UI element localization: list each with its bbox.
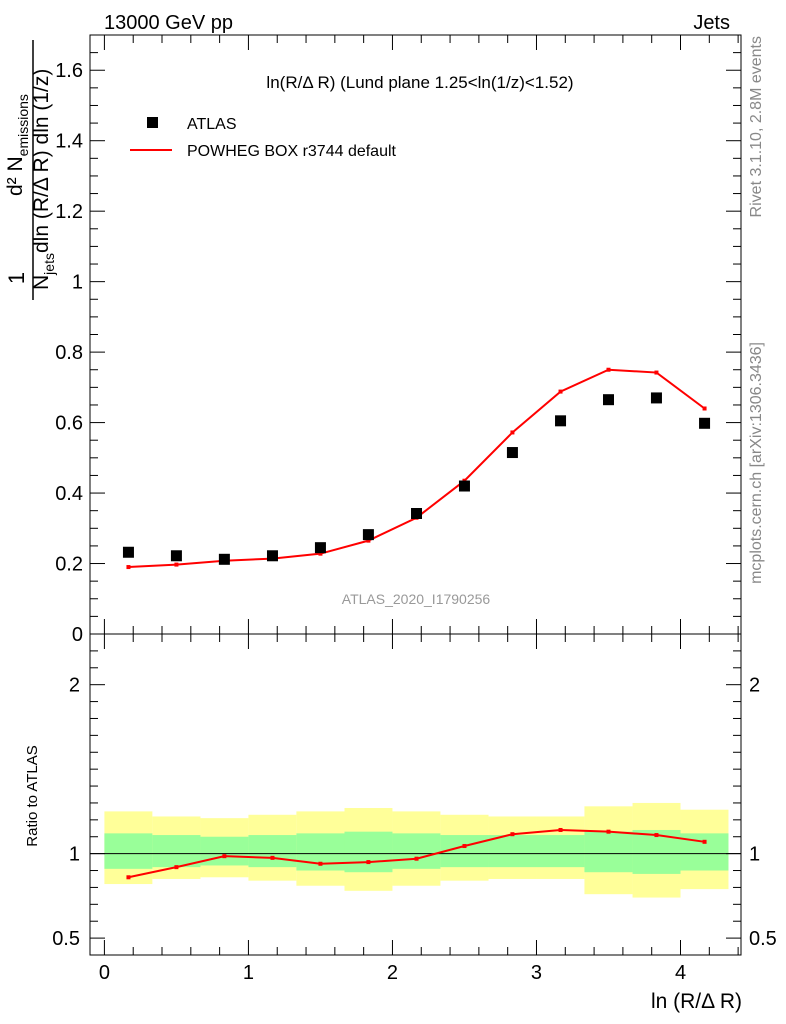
atlas-point bbox=[218, 553, 230, 565]
ratio-y-tick-label-right: 0.5 bbox=[749, 928, 777, 950]
legend-atlas-label: ATLAS bbox=[187, 116, 237, 133]
rivet-label: Rivet 3.1.10, 2.8M events bbox=[748, 36, 765, 217]
legend: ATLAS POWHEG BOX r3744 default bbox=[130, 116, 397, 160]
ratio-point bbox=[606, 829, 611, 834]
atlas-point bbox=[602, 394, 614, 406]
atlas-point bbox=[314, 542, 326, 554]
atlas-point bbox=[650, 392, 662, 404]
x-tick-label: 0 bbox=[99, 962, 110, 984]
ratio-y-tick-label-right: 2 bbox=[749, 675, 760, 697]
powheg-point bbox=[318, 551, 323, 556]
ratio-point bbox=[366, 860, 371, 865]
y-axis-title: 1 d² Nemissions Njetsdln (R/Δ R) dln (1/… bbox=[4, 40, 57, 300]
ratio-band-inner bbox=[584, 831, 633, 873]
atlas-point bbox=[266, 550, 278, 562]
ratio-point bbox=[270, 855, 275, 860]
ratio-band-inner bbox=[344, 831, 393, 873]
ratio-point bbox=[510, 832, 515, 837]
x-tick-label: 1 bbox=[243, 962, 254, 984]
atlas-point bbox=[506, 447, 518, 459]
legend-atlas-marker bbox=[147, 117, 158, 128]
atlas-point bbox=[122, 546, 134, 558]
ratio-point bbox=[462, 844, 467, 849]
main-y-tick-label: 1.4 bbox=[55, 131, 83, 153]
header-left: 13000 GeV pp bbox=[104, 12, 233, 34]
x-tick-label: 2 bbox=[387, 962, 398, 984]
powheg-point bbox=[174, 562, 179, 567]
ratio-y-tick-label-left: 0.5 bbox=[52, 928, 80, 950]
ratio-point bbox=[702, 839, 707, 844]
ratio-y-tick-label-left: 1 bbox=[69, 844, 80, 866]
ratio-point bbox=[222, 854, 227, 859]
atlas-point bbox=[170, 550, 182, 562]
ratio-chart-marks bbox=[90, 802, 741, 898]
chart-title: ln(R/Δ R) (Lund plane 1.25<ln(1/z)<1.52) bbox=[266, 73, 573, 92]
ratio-band-inner bbox=[488, 835, 537, 868]
legend-powheg-label: POWHEG BOX r3744 default bbox=[187, 143, 397, 160]
y-axis-num-main: d² N bbox=[4, 156, 27, 196]
main-y-tick-label: 0.4 bbox=[55, 483, 83, 505]
powheg-point bbox=[366, 538, 371, 543]
powheg-point bbox=[654, 370, 659, 375]
atlas-point bbox=[699, 417, 711, 429]
header-right: Jets bbox=[693, 12, 730, 34]
ratio-point bbox=[126, 875, 131, 880]
atlas-point bbox=[411, 507, 423, 519]
main-y-tick-label: 0.2 bbox=[55, 554, 83, 576]
powheg-line bbox=[128, 368, 706, 569]
y-axis-den-rest: dln (R/Δ R) dln (1/z) bbox=[30, 69, 53, 253]
main-y-tick-label: 0.6 bbox=[55, 413, 83, 435]
ratio-y-tick-label-right: 1 bbox=[749, 844, 760, 866]
ratio-y-tick-label-left: 2 bbox=[69, 675, 80, 697]
ratio-band-inner bbox=[392, 833, 441, 869]
atlas-point bbox=[362, 529, 374, 541]
ratio-band-inner bbox=[248, 835, 297, 868]
main-y-tick-label: 1.6 bbox=[55, 60, 83, 82]
analysis-watermark: ATLAS_2020_I1790256 bbox=[342, 591, 491, 607]
ratio-band-inner bbox=[152, 835, 201, 868]
powheg-point bbox=[558, 389, 563, 394]
mcplots-label: mcplots.cern.ch [arXiv:1306.3436] bbox=[748, 342, 765, 584]
x-axis-title: ln (R/Δ R) bbox=[651, 990, 742, 1013]
ratio-band-inner bbox=[104, 833, 153, 869]
y-axis-one: 1 bbox=[4, 272, 29, 284]
main-y-tick-label: 1 bbox=[72, 272, 83, 294]
x-tick-label: 3 bbox=[531, 962, 542, 984]
ratio-point bbox=[654, 833, 659, 838]
y-axis-den-sub: jets bbox=[41, 253, 57, 276]
powheg-point bbox=[510, 430, 515, 435]
powheg-point bbox=[702, 406, 707, 411]
powheg-point bbox=[606, 367, 611, 372]
y-axis-denominator: Njetsdln (R/Δ R) dln (1/z) bbox=[30, 69, 57, 290]
ratio-point bbox=[558, 827, 563, 832]
main-y-tick-label: 1.2 bbox=[55, 201, 83, 223]
main-y-tick-label: 0.8 bbox=[55, 342, 83, 364]
main-y-tick-label: 0 bbox=[72, 624, 83, 646]
ratio-frame bbox=[89, 633, 742, 956]
y-axis-num-sub: emissions bbox=[15, 94, 31, 156]
ratio-point bbox=[318, 861, 323, 866]
atlas-point bbox=[458, 480, 470, 492]
main-chart-marks bbox=[122, 367, 711, 570]
ratio-point bbox=[174, 865, 179, 870]
atlas-point bbox=[555, 415, 567, 427]
y-axis-numerator: d² Nemissions bbox=[4, 94, 31, 196]
ratio-band-inner bbox=[536, 835, 585, 868]
ratio-point bbox=[414, 856, 419, 861]
ratio-band-inner bbox=[200, 836, 249, 866]
axes: 0 0.2 0.4 0.6 0.8 1 1.2 1.4 1.6 0 1 2 3 4 0.5 0.5 1 1 2 2 bbox=[52, 34, 777, 984]
ratio-y-axis-title: Ratio to ATLAS bbox=[24, 745, 41, 846]
y-axis-den-n: N bbox=[30, 275, 53, 290]
powheg-point bbox=[126, 565, 131, 570]
x-tick-label: 4 bbox=[675, 962, 686, 984]
